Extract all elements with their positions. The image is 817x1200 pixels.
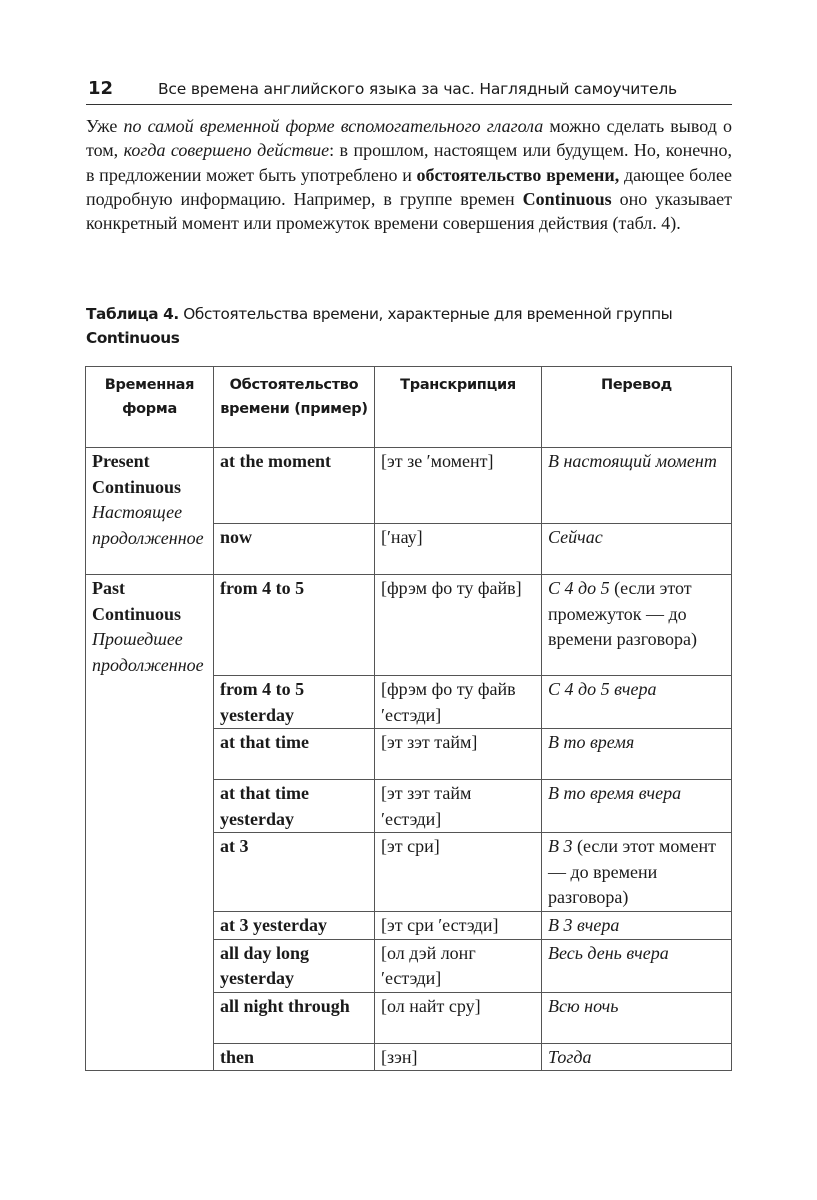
transcription-cell: [эт зэт тайм]	[374, 728, 542, 780]
translation-italic: Весь день вчера	[548, 942, 669, 963]
adverb-cell: at that time yesterday	[213, 779, 375, 833]
caption-term: Continuous	[86, 329, 180, 347]
caption-label: Таблица 4.	[86, 305, 179, 323]
translation-italic: В то время	[548, 732, 635, 752]
page-number: 12	[88, 78, 114, 99]
running-header: 12 Все времена английского языка за час.…	[86, 76, 732, 105]
paragraph-segment: оно указывает конкретный мо­мент или про…	[86, 188, 732, 234]
translation-cell: Весь день вчера	[541, 938, 732, 993]
adverb-cell: from 4 to 5	[213, 574, 375, 676]
paragraph-segment: дающее более подробную информацию. Напри…	[86, 164, 732, 209]
transcription-cell: [эт зэт тайм ′естэди]	[374, 779, 542, 833]
paragraph-segment: когда совершено действие	[123, 140, 330, 161]
transcription-cell: [фрэм фо ту файв ′естэди]	[374, 675, 542, 729]
adverb-cell: at the moment	[213, 447, 375, 524]
translation-note: (если этот промежуток — до времени разго…	[548, 578, 698, 649]
translation-italic: С 4 до 5	[548, 578, 610, 598]
header-tense-form: Временная форма	[85, 366, 214, 448]
tense-translation: Прошедшее продолжен­ное	[92, 629, 204, 675]
transcription-cell: [эт сри]	[374, 832, 542, 912]
paragraph-segment: обстоятельство времени,	[416, 164, 620, 185]
header-translation: Перевод	[541, 366, 732, 448]
translation-cell: В то время вчера	[541, 779, 732, 833]
table-header-row: Временная форма Обстоятельство времени (…	[85, 366, 732, 448]
adverb-cell: at 3 yesterday	[213, 911, 375, 940]
translation-cell: Тогда	[541, 1042, 732, 1071]
table-row: Present Continuous Настоящее продолжен­но…	[85, 447, 732, 575]
transcription-cell: [ол найт сру]	[374, 991, 542, 1044]
paragraph-segment: Уже	[86, 116, 124, 136]
adverb-cell: at 3	[213, 832, 375, 912]
running-title: Все времена английского языка за час. На…	[158, 80, 677, 98]
table-row: now [′нау] Сейчас	[86, 523, 732, 575]
transcription-cell: [фрэм фо ту файв]	[374, 574, 542, 676]
translation-note: (если этот мо­мент — до време­ни разгово…	[548, 836, 716, 907]
body-paragraph: Уже по самой временной форме вспомогател…	[86, 114, 732, 235]
header-adverb: Обстоятельство времени (пример)	[213, 366, 375, 448]
tense-translation: Настоящее продолжен­ное	[92, 502, 204, 548]
tense-form-cell: Past Continuous Прошедшее продолжен­ное	[85, 574, 214, 1071]
transcription-cell: [эт зе ′момент]	[374, 447, 542, 524]
translation-italic: В настоящий мо­мент	[548, 451, 717, 471]
transcription-cell: [зэн]	[374, 1042, 542, 1071]
table-row: then [зэн] Тогда	[86, 1042, 732, 1071]
adverb-cell: from 4 to 5 yesterday	[213, 675, 375, 729]
translation-cell: Всю ночь	[541, 991, 732, 1044]
translation-cell: В 3 (если этот мо­мент — до време­ни раз…	[541, 832, 732, 912]
table-row: all day long yesterday [ол дэй лонг ′естэ…	[86, 938, 732, 993]
adverb-cell: at that time	[213, 728, 375, 780]
table-caption: Таблица 4. Обстоятельства времени, харак…	[86, 302, 736, 350]
paragraph-segment: по самой временной форме вспомогательног…	[123, 116, 544, 136]
paragraph-segment: Continuous	[522, 188, 612, 209]
translation-italic: В 3	[548, 836, 573, 856]
adverb-cell: now	[213, 523, 375, 575]
translation-cell: В 3 вчера	[541, 911, 732, 940]
translation-cell: С 4 до 5 (если этот промежуток — до врем…	[541, 574, 732, 676]
translation-cell: В то время	[541, 728, 732, 780]
caption-text: Обстоятельства времени, характерные для …	[178, 305, 673, 323]
translation-italic: В 3 вчера	[548, 915, 620, 935]
translation-italic: В то время вчера	[548, 783, 682, 803]
transcription-cell: [′нау]	[374, 523, 542, 575]
table-row: Past Continuous Прошедшее продолжен­ное fr…	[85, 574, 732, 1071]
translation-italic: Тогда	[548, 1046, 592, 1067]
table-row: at 3 [эт сри] В 3 (если этот мо­мент — до …	[86, 832, 732, 912]
tense-name: Past Continuous	[92, 578, 182, 624]
translation-cell: С 4 до 5 вчера	[541, 675, 732, 729]
table-row: at that time [эт зэт тайм] В то время	[86, 728, 732, 780]
transcription-cell: [эт сри ′естэди]	[374, 911, 542, 940]
translation-cell: Сейчас	[541, 523, 732, 575]
header-transcription: Транскрипция	[374, 366, 542, 448]
adverb-cell: all day long yesterday	[213, 938, 375, 993]
adverb-cell: all night through	[213, 991, 375, 1044]
tense-form-cell: Present Continuous Настоящее продолжен­но…	[85, 447, 214, 575]
translation-italic: Всю ночь	[548, 995, 619, 1016]
translation-italic: Сейчас	[548, 527, 603, 547]
adverb-cell: then	[213, 1042, 375, 1071]
paragraph-segment: можно сде­лать вывод о том,	[86, 116, 732, 161]
table-row: all night through [ол найт сру] Всю ночь	[86, 991, 732, 1044]
adverbs-table: Временная форма Обстоятельство времени (…	[85, 366, 732, 1071]
transcription-cell: [ол дэй лонг ′естэди]	[374, 938, 542, 993]
table-row: at 3 yesterday [эт сри ′естэди] В 3 вчера	[86, 911, 732, 940]
paragraph-segment: : в прошлом, настоящем или будущем. Но, …	[86, 140, 732, 185]
tense-name: Present Continuous	[92, 451, 182, 497]
translation-italic: С 4 до 5 вчера	[548, 679, 657, 699]
translation-cell: В настоящий мо­мент	[541, 447, 732, 524]
